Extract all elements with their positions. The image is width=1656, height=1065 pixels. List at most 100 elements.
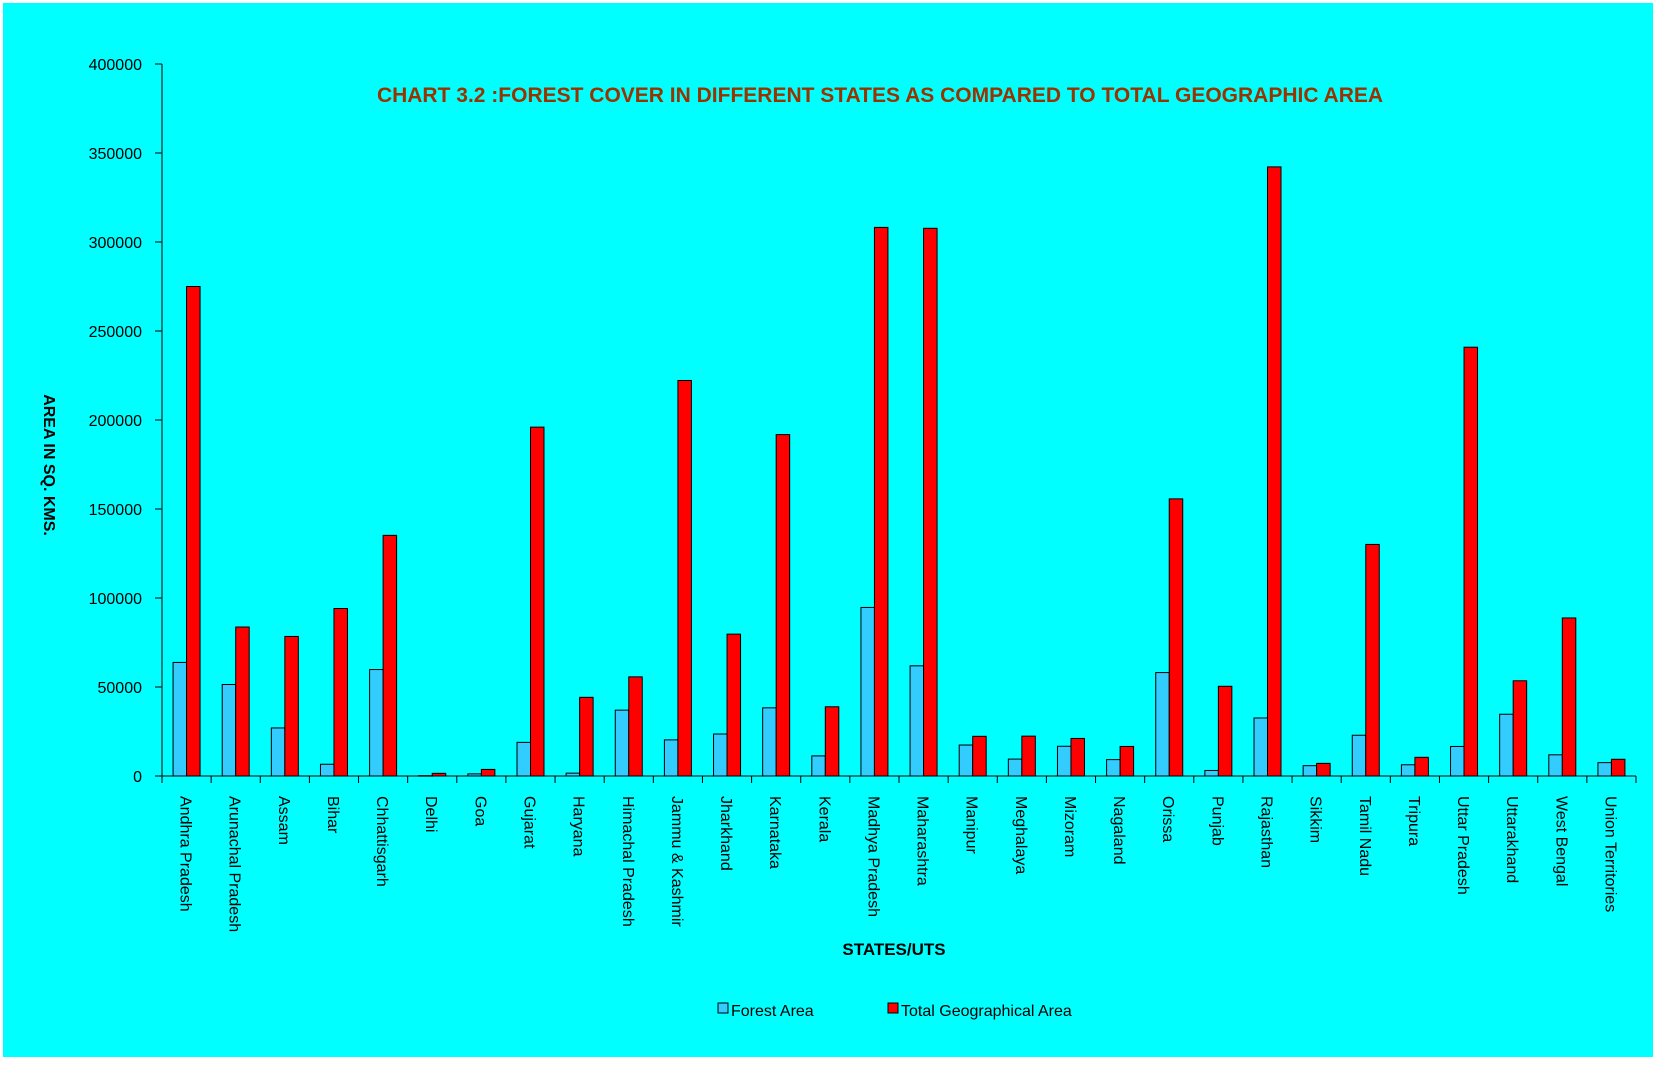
y-tick-label: 100000 [89, 591, 142, 608]
bar [972, 735, 987, 777]
bar [1400, 764, 1416, 777]
bar [811, 755, 826, 777]
legend-swatch-forest-area [717, 1002, 729, 1014]
x-tick-label: Chhattisgarh [373, 796, 390, 887]
x-tick-label: Manipur [963, 796, 980, 854]
bar [1512, 680, 1528, 777]
bar [1253, 717, 1268, 777]
x-axis-label: STATES/UTS [842, 940, 945, 959]
bar [726, 633, 742, 777]
y-tick-label: 350000 [89, 146, 142, 163]
bar [270, 727, 286, 777]
y-tick-label: 200000 [89, 413, 142, 430]
bar [1463, 346, 1479, 777]
x-tick-label: Nagaland [1110, 796, 1127, 865]
legend-label-total-geographical-area: Total Geographical Area [901, 1003, 1072, 1020]
bar [1450, 745, 1465, 777]
x-tick-label: Haryana [570, 796, 587, 857]
bar [1070, 737, 1085, 777]
bar [480, 768, 496, 777]
bar [873, 226, 889, 777]
bar [1365, 543, 1380, 777]
legend-label-forest-area: Forest Area [731, 1003, 814, 1020]
bar [565, 772, 581, 777]
bar [923, 227, 938, 777]
bar [1267, 166, 1282, 777]
x-tick-label: Jharkhand [717, 796, 734, 871]
legend: Forest Area Total Geographical Area [717, 1002, 1072, 1020]
bar [824, 706, 840, 777]
legend-swatch-total-geographical-area [887, 1002, 899, 1014]
bar [1217, 685, 1233, 777]
x-tick-label: Maharashtra [914, 796, 931, 886]
bar [1204, 769, 1219, 777]
y-tick-label: 300000 [89, 235, 142, 252]
bar [1302, 765, 1318, 777]
x-tick-label: Assam [275, 796, 292, 845]
bar [467, 773, 482, 777]
bar [1021, 735, 1036, 777]
bars [172, 166, 1626, 777]
x-tick-label: Uttarakhand [1503, 796, 1520, 883]
bar [1414, 756, 1429, 777]
x-tick-label: Tripura [1405, 796, 1422, 846]
bar [172, 661, 188, 777]
bar [958, 744, 974, 777]
y-tick-label: 150000 [89, 502, 142, 519]
x-tick-label: Punjab [1208, 796, 1225, 846]
x-tick-label: Andhra Pradesh [177, 796, 194, 912]
bar [1597, 762, 1612, 777]
x-tick-label: Himachal Pradesh [619, 796, 636, 927]
bar [1499, 713, 1514, 777]
bar [530, 426, 545, 777]
x-tick-label: Kerala [815, 796, 832, 842]
x-tick-label: Goa [471, 796, 488, 826]
bar [418, 775, 433, 777]
bar [1155, 672, 1170, 777]
x-tick-label: Mizoram [1061, 796, 1078, 857]
x-tick-label: Sikkim [1307, 796, 1324, 843]
bar [713, 733, 728, 777]
chart-background [3, 3, 1653, 1057]
bar [762, 707, 777, 777]
x-tick-label: Karnataka [766, 796, 783, 869]
bar [369, 669, 384, 777]
bar [221, 684, 237, 777]
x-tick-label: Madhya Pradesh [864, 796, 881, 917]
x-tick-label: Union Territories [1601, 796, 1618, 912]
bar [431, 772, 447, 777]
x-tick-label: Tamil Nadu [1356, 796, 1373, 876]
bar [333, 608, 348, 777]
bar [319, 763, 335, 777]
bar [614, 709, 630, 777]
bar [186, 286, 201, 777]
bar [1561, 617, 1577, 777]
chart-title: CHART 3.2 :FOREST COVER IN DIFFERENT STA… [377, 84, 1383, 107]
y-axis: 0 50000 100000 150000 200000 250000 300000 3500… [89, 57, 163, 786]
x-tick-label: Orissa [1159, 796, 1176, 842]
y-tick-label: 0 [133, 769, 142, 786]
bar [677, 379, 692, 777]
x-tick-label: West Bengal [1552, 796, 1569, 886]
y-tick-label: 400000 [89, 57, 142, 74]
bar [1106, 759, 1121, 777]
bar [909, 665, 925, 777]
bar [235, 626, 250, 777]
bar [663, 739, 679, 777]
x-tick-label: Bihar [324, 796, 341, 834]
bar [628, 676, 643, 777]
x-tick-label: Uttar Pradesh [1454, 796, 1471, 895]
bar [516, 741, 531, 777]
bar [1168, 498, 1184, 777]
bar [860, 606, 875, 777]
x-tick-label: Meghalaya [1012, 796, 1029, 874]
bar [1007, 758, 1023, 777]
bar [1548, 754, 1563, 777]
x-tick-label: Rajasthan [1258, 796, 1275, 868]
bar [1610, 758, 1626, 777]
x-tick-label: Gujarat [521, 796, 538, 849]
bar [1316, 762, 1331, 777]
y-tick-label: 50000 [98, 680, 143, 697]
